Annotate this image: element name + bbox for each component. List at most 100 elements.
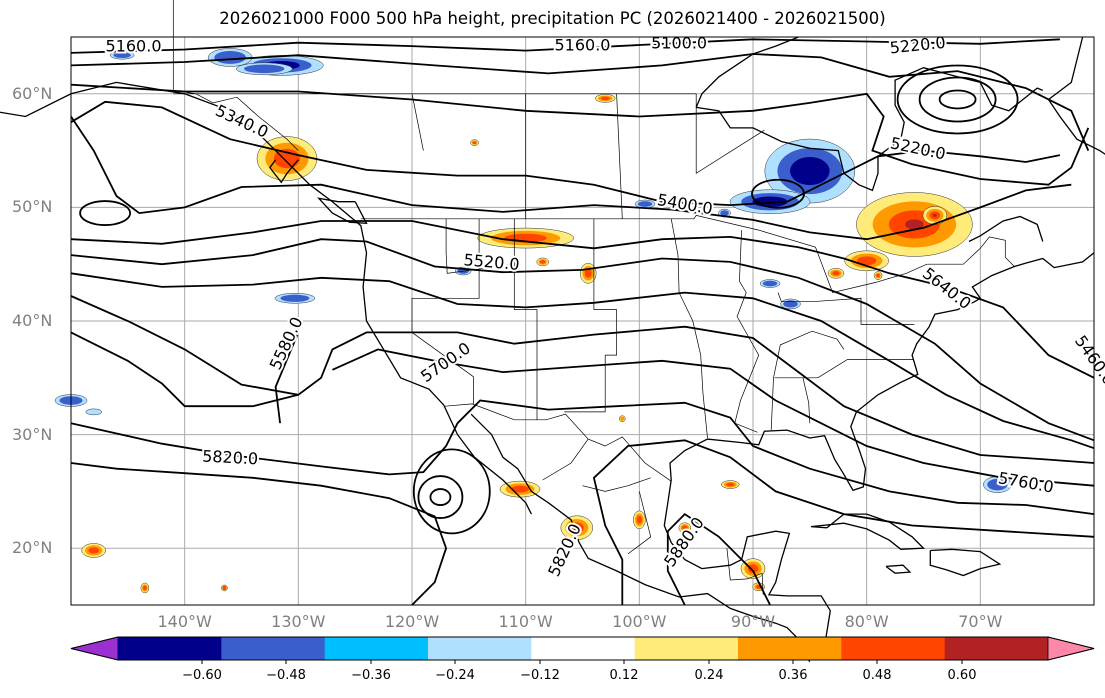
height-contour-closed [417, 475, 464, 519]
political-border [360, 215, 1015, 294]
height-contour-line [70, 295, 1095, 464]
lon-tick-label: 80°W [844, 612, 889, 631]
political-border [582, 477, 651, 492]
height-contour-line [70, 331, 299, 408]
precip-negative-area [280, 294, 310, 302]
political-border [770, 330, 845, 431]
height-contour-line [666, 512, 771, 606]
colorbar-tick-label: 0.24 [694, 668, 724, 683]
coastline [1047, 36, 1105, 155]
political-border [411, 218, 480, 404]
colorbar-segment [428, 637, 532, 660]
political-border [670, 218, 708, 439]
colorbar-tick-label: 0.36 [778, 668, 808, 683]
coastline [968, 215, 1044, 243]
colorbar-extend-high [1047, 636, 1095, 661]
precip-positive-area [832, 271, 840, 276]
coastline [317, 197, 368, 225]
precip-negative-area [637, 201, 653, 207]
political-border [777, 292, 915, 325]
height-contour-line [70, 53, 1090, 151]
lon-tick-label: 120°W [384, 612, 440, 631]
precip-positive-area [222, 585, 227, 591]
colorbar-segment [118, 637, 222, 660]
height-contour-line [70, 238, 1095, 442]
height-contour-line [70, 462, 448, 606]
height-contour-closed [412, 448, 491, 535]
colorbar-tick-label: 0.60 [947, 668, 977, 683]
colorbar-tick-label: −0.24 [435, 668, 475, 683]
lat-tick-label: 30°N [12, 424, 53, 444]
height-contour-line [70, 38, 1060, 54]
lon-tick-label: 90°W [730, 612, 776, 631]
contour-label: 5160.0 [106, 37, 162, 56]
colorbar-segment [738, 637, 842, 660]
precipitation-shading [54, 48, 1012, 594]
height-contour-closed [896, 64, 1019, 135]
height-contour-line [70, 116, 1072, 241]
precip-positive-area [856, 256, 877, 266]
political-border [726, 548, 764, 595]
colorbar-segment [634, 637, 739, 660]
coastline [929, 548, 1002, 577]
coastline [470, 413, 811, 663]
map-border [70, 36, 1095, 606]
precip-positive-area [143, 585, 147, 591]
precip-positive-area [88, 547, 100, 554]
height-contour-closed [79, 200, 131, 226]
precip-positive-area [540, 260, 546, 264]
colorbar-tick-label: −0.12 [520, 668, 560, 683]
height-contour-line [592, 439, 1095, 605]
precip-positive-area [620, 416, 625, 421]
colorbar-tick-label: 0.12 [609, 668, 639, 683]
lon-tick-label: 100°W [612, 612, 667, 631]
precip-negative-area [244, 64, 285, 74]
political-border [774, 359, 914, 379]
precip-positive-area [726, 482, 735, 487]
colorbar-segment [944, 637, 1049, 660]
colorbar-segment [841, 637, 946, 660]
lat-tick-label: 20°N [12, 538, 53, 558]
precip-positive-area [905, 219, 924, 230]
height-contour-line [70, 83, 1090, 186]
colorbar-tick-label: −0.60 [182, 668, 222, 683]
contour-label: 5160.0 [555, 36, 611, 55]
colorbar-tick-label: −0.48 [266, 668, 306, 683]
precip-positive-area [636, 515, 642, 524]
political-border [734, 230, 760, 433]
colorbar-segment [221, 637, 326, 660]
precip-positive-area [584, 268, 592, 278]
precip-positive-area [932, 213, 937, 217]
height-contour-closed [751, 178, 805, 209]
lon-tick-label: 140°W [157, 612, 212, 631]
political-border [542, 438, 589, 481]
lat-tick-label: 60°N [12, 83, 53, 103]
precip-negative-area [762, 280, 778, 287]
colorbar-segment [324, 637, 429, 660]
coastline [885, 564, 912, 574]
coastline [669, 252, 1095, 492]
precip-positive-area [747, 564, 759, 574]
coastline [663, 479, 831, 651]
height-contour-closed [938, 89, 977, 110]
lon-tick-label: 70°W [958, 612, 1003, 631]
precip-positive-area [472, 141, 477, 144]
political-border [627, 491, 652, 555]
height-contour-closed [918, 76, 997, 123]
precip-positive-area [876, 273, 880, 278]
colorbar-segment [531, 637, 636, 660]
precip-positive-area [574, 525, 580, 530]
height-contour-line [70, 272, 1095, 450]
contour-label: 5820.0 [202, 447, 259, 469]
height-contour-line [274, 332, 300, 424]
lon-tick-label: 130°W [271, 612, 326, 631]
political-border [802, 377, 811, 424]
lat-tick-label: 40°N [12, 311, 53, 330]
height-contour-closed [429, 488, 452, 506]
coastline [810, 513, 925, 550]
precip-negative-area [987, 478, 1008, 491]
colorbar [70, 636, 1095, 664]
precip-negative-area [85, 408, 102, 416]
contour-label: 5100.0 [651, 33, 707, 52]
